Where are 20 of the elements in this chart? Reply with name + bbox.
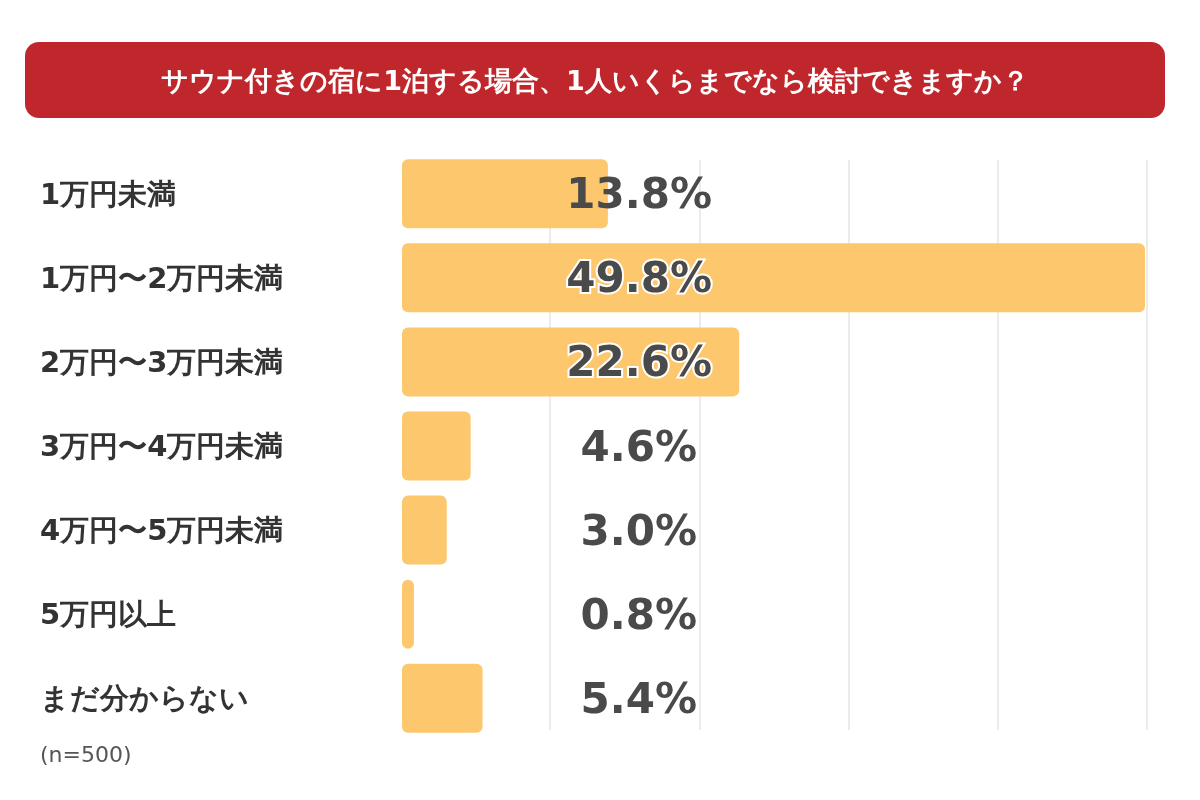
y-tick-label: 3万円〜4万円未満 bbox=[40, 429, 284, 463]
chart-title: サウナ付きの宿に1泊する場合、1人いくらまでなら検討できますか？ bbox=[161, 65, 1029, 96]
data-label: 3.0% bbox=[580, 505, 697, 555]
data-label: 49.8% bbox=[566, 253, 712, 303]
bar bbox=[402, 495, 447, 565]
y-tick-label: 5万円以上 bbox=[40, 597, 177, 632]
y-tick-label: 1万円〜2万円未満 bbox=[40, 260, 284, 295]
bar bbox=[402, 243, 1145, 313]
data-label: 0.8% bbox=[580, 589, 697, 639]
data-label: 4.6% bbox=[580, 421, 697, 471]
y-tick-label: 1万円未満 bbox=[40, 176, 177, 211]
bar bbox=[402, 663, 483, 733]
bar bbox=[402, 411, 471, 481]
data-label: 22.6% bbox=[566, 337, 712, 387]
text: (n=500) bbox=[40, 742, 132, 767]
y-tick-label: 4万円〜5万円未満 bbox=[40, 513, 284, 548]
y-tick-label: まだ分からない bbox=[40, 681, 249, 716]
data-label: 5.4% bbox=[580, 673, 697, 723]
bar bbox=[402, 579, 414, 649]
y-tick-label: 2万円〜3万円未満 bbox=[40, 344, 284, 379]
